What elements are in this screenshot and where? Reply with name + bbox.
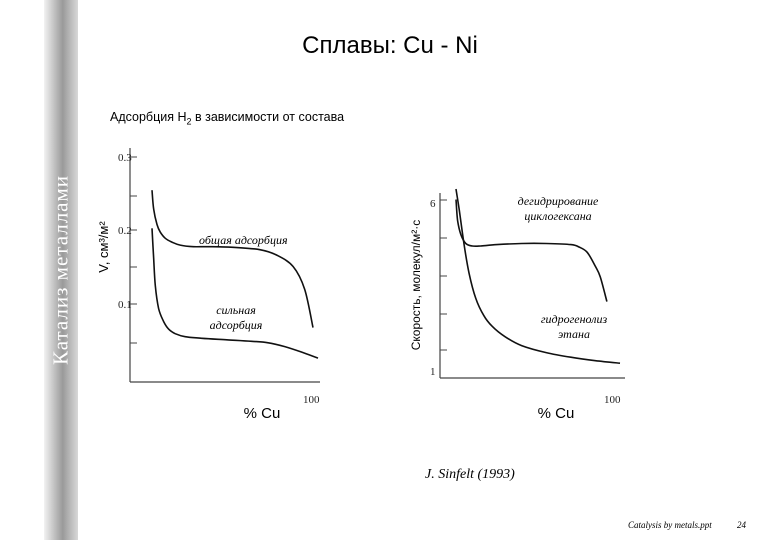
x-tick-label: 100 [303, 394, 320, 406]
y-tick-label: 0.3 [118, 152, 132, 164]
x-axis-label: % Cu [538, 405, 575, 422]
series-label-1: циклогексана [524, 209, 591, 223]
series-label-2: этана [558, 327, 590, 341]
page-number: 24 [737, 520, 746, 530]
series-line-2 [455, 188, 621, 364]
series-line-1 [151, 190, 314, 328]
chart-subtitle: Адсорбция H2 в зависимости от состава [110, 110, 344, 127]
series-label-1: дегидрирование [518, 194, 599, 208]
series-line-1 [455, 199, 608, 302]
subtitle-sub: 2 [186, 116, 192, 127]
x-tick-label: 100 [604, 394, 621, 406]
side-bar [44, 0, 78, 540]
subtitle-rest: в зависимости от состава [191, 110, 345, 124]
y-tick-label: 1 [430, 366, 436, 378]
x-axis-label: % Cu [244, 405, 281, 422]
series-line-2 [151, 228, 319, 359]
subtitle-main: Адсорбция H [110, 110, 187, 124]
citation: J. Sinfelt (1993) [425, 467, 515, 482]
y-tick-label: 0.1 [118, 299, 132, 311]
series-label-2: адсорбция [210, 318, 263, 332]
slide-title: Сплавы: Cu - Ni [302, 32, 478, 59]
series-label-2: сильная [216, 303, 256, 317]
y-tick-label: 0.2 [118, 225, 132, 237]
y-tick-label: 6 [430, 198, 436, 210]
series-label-1: общая адсорбция [199, 233, 288, 247]
y-axis-label: V, см³/м² [96, 221, 111, 273]
footer-filename: Catalysis by metals.ppt [628, 520, 712, 530]
series-label-2: гидрогенолиз [541, 312, 608, 326]
y-axis-label: Скорость, молекул/м²·с [409, 220, 423, 351]
